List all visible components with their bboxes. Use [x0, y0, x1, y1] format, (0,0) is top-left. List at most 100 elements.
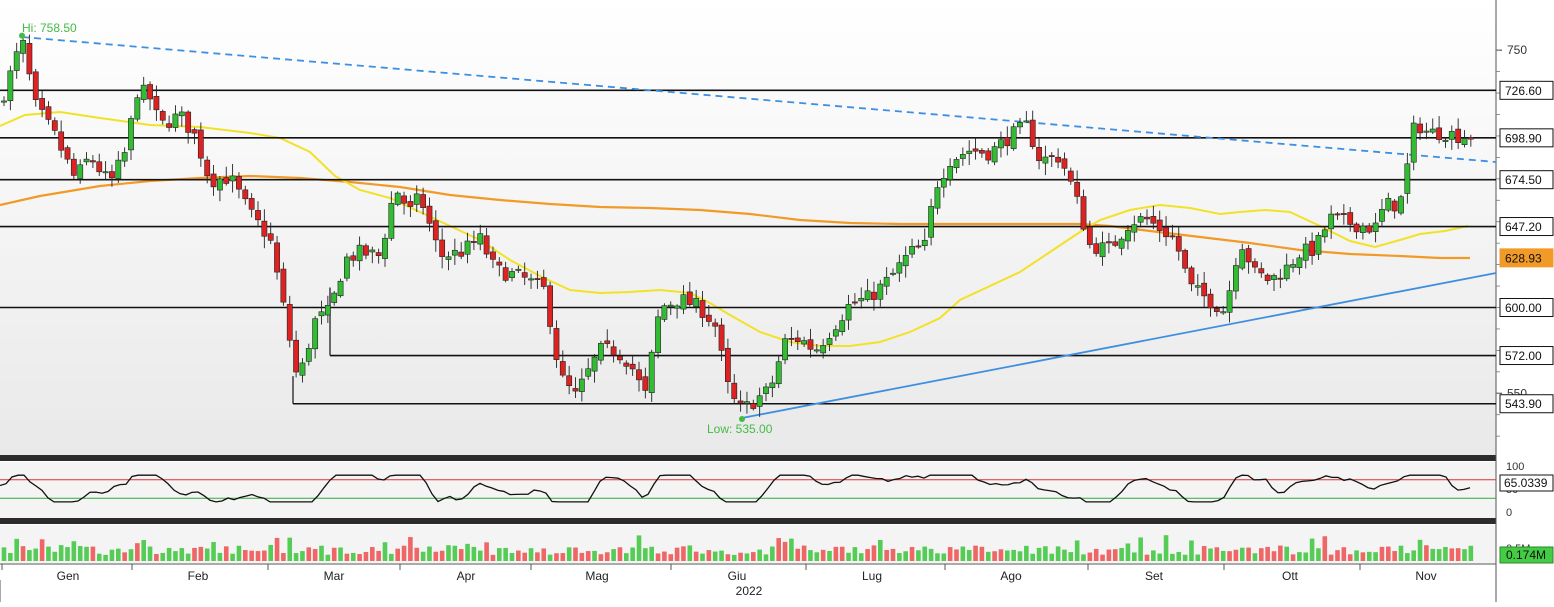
candle: [363, 243, 369, 260]
candle: [617, 349, 623, 364]
candle: [1283, 253, 1290, 282]
volume-bar: [363, 551, 369, 561]
volume-bar: [77, 546, 83, 561]
level-price-label: 543.90: [1499, 394, 1554, 414]
volume-bar: [535, 552, 540, 561]
candle: [1448, 125, 1455, 150]
candle: [1372, 212, 1379, 243]
candle: [1321, 226, 1328, 243]
level-price-label: 572.00: [1499, 346, 1554, 366]
candle: [1271, 273, 1277, 291]
volume-bar: [230, 553, 235, 561]
volume-bar: [287, 537, 293, 561]
volume-bar: [935, 553, 940, 561]
price-panel-bg: [0, 0, 1496, 455]
volume-bar: [1055, 546, 1061, 561]
panel-divider[interactable]: [0, 518, 1496, 524]
volume-bar: [916, 550, 921, 561]
volume-bar: [465, 543, 470, 561]
volume-bar: [1100, 554, 1105, 561]
svg-text:698.90: 698.90: [1505, 131, 1542, 145]
candle: [1023, 111, 1030, 123]
volume-bar: [1265, 546, 1270, 561]
candle: [293, 330, 299, 378]
candle: [744, 391, 750, 414]
candle: [788, 326, 795, 347]
volume-bar: [1093, 548, 1099, 561]
volume-bar: [135, 543, 140, 561]
x-month-label: Gen: [57, 569, 80, 583]
volume-bar: [185, 553, 191, 561]
volume-bar: [484, 542, 489, 561]
volume-bar: [1125, 543, 1131, 561]
volume-bar: [1239, 547, 1245, 561]
candle: [1328, 205, 1335, 239]
candle: [26, 34, 33, 81]
volume-bar: [884, 550, 889, 561]
candle: [1182, 248, 1188, 274]
volume-bar: [65, 547, 70, 561]
candle: [470, 230, 477, 251]
volume-bar: [1163, 535, 1169, 561]
candle: [648, 349, 655, 402]
candle: [991, 142, 998, 166]
volume-bar: [909, 547, 915, 561]
volume-bar: [1189, 540, 1194, 561]
candle: [813, 344, 820, 354]
volume-bar: [46, 546, 51, 561]
volume-bars: 0.5M0.174M: [1, 535, 1554, 564]
volume-bar: [1151, 550, 1156, 561]
volume-bar: [14, 538, 19, 561]
volume-bar: [1, 547, 7, 561]
high-marker: [19, 32, 25, 39]
candle: [1042, 145, 1049, 176]
candle: [382, 233, 388, 267]
x-month-label: Set: [1145, 569, 1164, 583]
volume-bar: [573, 547, 578, 561]
candle: [712, 318, 719, 338]
volume-bar: [141, 540, 146, 561]
volume-bar: [992, 551, 997, 561]
candle: [1074, 170, 1081, 204]
candle: [388, 191, 395, 241]
candle: [1099, 231, 1106, 266]
candle: [1417, 117, 1423, 141]
volume-bar: [389, 553, 394, 561]
candle: [1, 96, 7, 107]
candle: [864, 278, 871, 302]
trend-lines: [21, 36, 1497, 419]
candle: [45, 101, 52, 125]
candle: [1086, 220, 1093, 249]
candle: [318, 300, 325, 325]
rsi-series: 10050065.0339: [0, 461, 1554, 519]
candle: [801, 336, 807, 347]
candle: [90, 155, 96, 169]
candle: [832, 325, 839, 341]
volume-bar: [1182, 554, 1188, 561]
candle: [1398, 194, 1404, 216]
volume-bar: [1271, 551, 1277, 561]
candle: [1188, 265, 1195, 292]
volume-bar: [579, 552, 585, 561]
panel-divider[interactable]: [0, 455, 1496, 461]
volume-bar: [839, 546, 845, 561]
candle: [312, 316, 319, 359]
candle: [553, 320, 560, 368]
candle: [998, 131, 1004, 158]
candle: [915, 239, 922, 249]
x-axis-labels: Gen Feb Mar Apr Mag Giu Lug Ago Set Ott Nov: [1, 564, 1437, 583]
candle: [445, 251, 452, 271]
volume-bar: [509, 553, 515, 561]
candle: [426, 197, 433, 232]
candle: [1201, 272, 1208, 308]
volume-bar: [1386, 546, 1391, 561]
volume-bar: [1309, 538, 1315, 561]
volume-bar: [960, 546, 966, 561]
candle: [718, 318, 725, 362]
volume-bar: [338, 547, 343, 561]
candle: [1252, 258, 1258, 274]
level-price-label: 698.90: [1499, 128, 1554, 148]
volume-bar: [890, 548, 896, 561]
candle: [128, 115, 134, 161]
candle: [1239, 243, 1246, 271]
